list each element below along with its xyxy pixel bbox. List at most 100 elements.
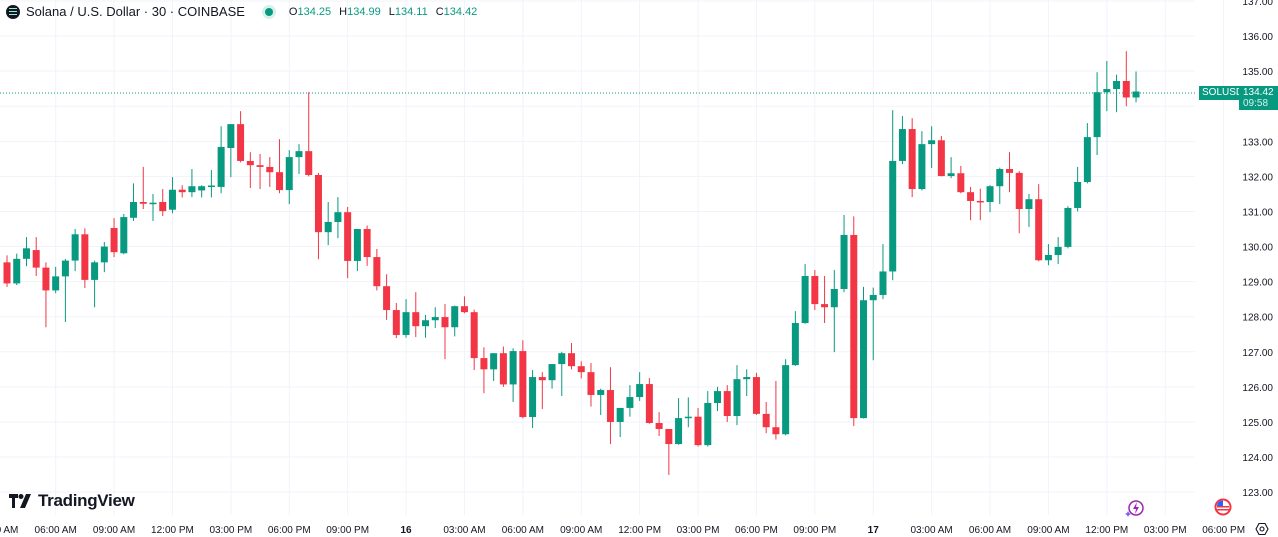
candle-body xyxy=(373,257,381,287)
candle-body xyxy=(782,365,790,435)
symbol-title[interactable]: Solana / U.S. Dollar · 30 · COINBASE xyxy=(26,4,245,19)
candle-down xyxy=(305,92,313,177)
candle-body xyxy=(470,312,478,359)
candle-body xyxy=(295,151,303,158)
candle-up xyxy=(616,407,624,438)
high-label: H xyxy=(339,5,348,18)
candle-up xyxy=(188,169,196,198)
candle-down xyxy=(139,166,147,210)
lightning-button[interactable] xyxy=(1124,498,1146,518)
candle-body xyxy=(412,312,420,327)
candle-body xyxy=(139,202,147,204)
candle-body xyxy=(1074,182,1082,208)
price-axis[interactable]: 137.00136.00135.00134.00133.00132.00131.… xyxy=(1242,0,1273,499)
candle-up xyxy=(1113,74,1121,113)
candle-down xyxy=(655,412,663,436)
us-market-button[interactable] xyxy=(1214,498,1232,516)
price-tick-label: 132.00 xyxy=(1242,172,1273,183)
candle-down xyxy=(499,346,507,387)
candle-up xyxy=(52,266,60,294)
candle-down xyxy=(392,303,400,339)
candle-body xyxy=(61,260,69,277)
candle-up xyxy=(626,385,634,417)
candle-down xyxy=(645,378,653,424)
candle-up xyxy=(743,369,751,397)
candle-up xyxy=(860,286,868,419)
candle-body xyxy=(665,428,673,445)
candle-body xyxy=(752,377,760,414)
candle-body xyxy=(908,129,916,190)
candle-body xyxy=(1044,254,1052,261)
candle-body xyxy=(256,165,264,167)
candle-body xyxy=(558,353,566,365)
candle-up xyxy=(830,270,838,353)
candle-down xyxy=(762,401,770,434)
candle-body xyxy=(986,186,994,203)
close-label: C xyxy=(435,5,444,18)
candle-up xyxy=(879,244,887,300)
time-tick-label: 03:00 AM xyxy=(911,525,953,536)
price-tick-label: 136.00 xyxy=(1242,32,1273,43)
candle-body xyxy=(130,202,138,218)
symbol-legend[interactable]: Solana / U.S. Dollar · 30 · COINBASE O13… xyxy=(6,4,477,19)
live-status-dot xyxy=(264,7,273,16)
candle-up xyxy=(13,253,21,286)
candle-up xyxy=(791,311,799,366)
candle-up xyxy=(100,241,108,273)
candle-body xyxy=(168,189,176,210)
candle-body xyxy=(1025,199,1033,210)
tradingview-logo-text: TradingView xyxy=(38,491,135,510)
candle-up xyxy=(684,397,692,428)
time-tick-label: 06:00 AM xyxy=(969,525,1011,536)
candle-down xyxy=(811,270,819,311)
tradingview-logo-icon xyxy=(9,494,31,508)
candle-body xyxy=(509,351,517,385)
candle-body xyxy=(266,166,274,173)
candle-up xyxy=(1025,193,1033,227)
candle-down xyxy=(577,361,585,379)
candle-body xyxy=(52,276,60,291)
candle-down xyxy=(665,428,673,475)
candle-up xyxy=(918,131,926,191)
candle-up xyxy=(168,177,176,214)
us-flag-icon xyxy=(1214,498,1232,516)
candle-body xyxy=(383,286,391,311)
candle-body xyxy=(207,185,215,188)
candle-down xyxy=(110,218,118,258)
candle-body xyxy=(149,202,157,205)
candle-up xyxy=(149,193,157,221)
symbol-price-tag: SOLUSD xyxy=(1199,86,1247,100)
chart-settings-button[interactable] xyxy=(1254,521,1270,537)
price-tick-label: 123.00 xyxy=(1242,488,1273,499)
candle-body xyxy=(967,192,975,201)
candle-up xyxy=(869,287,877,361)
candle-down xyxy=(957,165,965,194)
candle-body xyxy=(100,246,108,263)
candle-body xyxy=(626,397,634,408)
price-tick-label: 131.00 xyxy=(1242,207,1273,218)
candle-up xyxy=(61,258,69,322)
candle-up xyxy=(1064,206,1072,249)
candle-body xyxy=(743,377,751,380)
candle-up xyxy=(947,157,955,179)
time-axis[interactable]: 03:00 AM 06:00 AM 09:00 AM 12:00 PM 03:00 PM… xyxy=(0,525,1245,536)
tradingview-logo[interactable]: TradingView xyxy=(9,491,135,511)
price-tick-label: 127.00 xyxy=(1242,348,1273,359)
price-tick-label: 124.00 xyxy=(1242,453,1273,464)
candle-body xyxy=(947,173,955,177)
candle-body xyxy=(636,384,644,398)
candle-up xyxy=(217,126,225,194)
candle-body xyxy=(655,423,663,429)
candle-body xyxy=(937,140,945,177)
candle-down xyxy=(937,136,945,177)
candle-body xyxy=(91,262,99,280)
candle-up xyxy=(422,314,430,338)
time-tick-label: 03:00 PM xyxy=(677,525,720,536)
candle-body xyxy=(704,403,712,446)
candle-up xyxy=(782,359,790,436)
candle-body xyxy=(276,172,284,191)
current-price-value: 134.42 xyxy=(1243,87,1274,98)
candle-down xyxy=(587,363,595,407)
grid-lines xyxy=(0,0,1225,515)
